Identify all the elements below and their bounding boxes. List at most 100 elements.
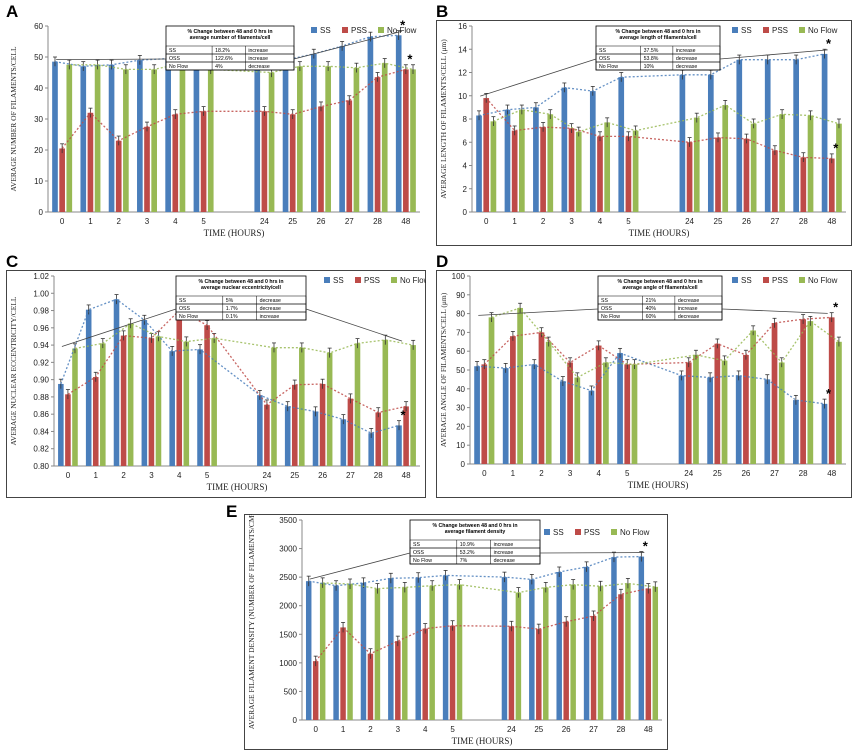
y-tick-label-d: 70 — [456, 328, 465, 337]
inset-cell-c: SS — [179, 298, 186, 304]
inset-cell-e: increase — [494, 542, 514, 548]
y-tick-label-a: 10 — [34, 177, 43, 186]
bar-a — [289, 114, 296, 212]
significance-star-d: * — [826, 386, 832, 401]
legend-label-e: No Flow — [620, 528, 650, 537]
trend-line-b — [485, 97, 832, 160]
x-tick-label-a: 48 — [401, 217, 410, 226]
chart-frame-d — [436, 270, 852, 498]
y-tick-label-a: 0 — [39, 208, 44, 217]
bar-a — [87, 112, 94, 212]
y-axis-label-e: AVERAGE FILAMENT DENSITY (NUMBER OF FILA… — [247, 514, 256, 729]
y-tick-label-a: 50 — [34, 53, 43, 62]
x-tick-label-a: 3 — [145, 217, 150, 226]
y-tick-label-b: 6 — [463, 138, 468, 147]
inset-cell-a: 18.2% — [215, 48, 230, 54]
bar-c — [382, 339, 389, 466]
y-tick-label-c: 0.96 — [33, 324, 49, 333]
bar-c — [127, 323, 134, 466]
bar-c — [85, 309, 92, 466]
inset-cell-e: No Flow — [413, 558, 432, 564]
inset-cell-a: SS — [169, 48, 176, 54]
bar-d — [707, 377, 713, 464]
bar-a — [367, 36, 374, 212]
y-tick-label-d: 50 — [456, 366, 465, 375]
x-tick-label-b: 27 — [770, 217, 779, 226]
legend-label-d: SS — [741, 276, 752, 285]
y-tick-label-c: 0.90 — [33, 376, 49, 385]
bar-c — [65, 394, 71, 466]
bar-a — [353, 67, 360, 212]
bar-a — [80, 66, 87, 212]
panel-label-c: C — [6, 252, 19, 271]
inset-cell-d: No Flow — [601, 314, 620, 320]
inset-cell-a: No Flow — [169, 64, 188, 70]
x-tick-label-e: 26 — [562, 725, 571, 734]
y-tick-label-c: 0.94 — [33, 341, 49, 350]
significance-star-b: * — [826, 36, 832, 51]
legend-swatch-b — [732, 27, 738, 33]
trend-line-b — [478, 53, 825, 117]
bar-d — [603, 362, 609, 464]
chart-c: 0.80 0.82 0.84 0.86 0.88 0.90 0.92 0.94 0.96 0.98… — [6, 270, 426, 498]
inset-cell-c: increase — [260, 314, 280, 320]
bar-b — [715, 137, 721, 212]
trend-line-a — [69, 62, 414, 74]
bar-b — [836, 123, 842, 212]
y-tick-label-d: 100 — [452, 272, 466, 281]
x-tick-label-d: 26 — [741, 469, 750, 478]
bar-d — [721, 360, 728, 464]
bar-a — [410, 69, 416, 213]
bar-d — [574, 377, 581, 464]
bar-b — [779, 114, 785, 212]
significance-star-d: * — [833, 299, 839, 314]
x-axis-label-a: TIME (HOURS) — [204, 228, 265, 238]
bar-a — [381, 63, 388, 213]
bar-b — [750, 123, 757, 212]
x-tick-label-c: 27 — [346, 471, 355, 480]
legend-swatch-c — [391, 277, 397, 283]
x-tick-label-b: 24 — [685, 217, 694, 226]
panel-label-a: A — [6, 2, 19, 21]
x-tick-label-b: 26 — [742, 217, 751, 226]
bar-a — [123, 69, 129, 213]
y-tick-label-e: 0 — [293, 716, 298, 725]
x-tick-label-c: 28 — [374, 471, 383, 480]
bar-a — [172, 114, 179, 212]
inset-title-d: % Change between 48 and 0 hrs in average … — [617, 279, 702, 291]
y-tick-label-d: 60 — [456, 347, 465, 356]
x-tick-label-b: 0 — [484, 217, 489, 226]
inset-cell-a: decrease — [248, 64, 269, 70]
inset-cell-c: decrease — [260, 306, 281, 312]
bar-a — [144, 126, 150, 212]
bar-a — [261, 111, 268, 212]
y-axis-label-c: AVERAGE NUCLEAR ECCENTRICITY/CELL — [9, 296, 18, 445]
inset-title-a: % Change between 48 and 0 hrs in average … — [187, 29, 272, 41]
inset-row-b — [595, 61, 721, 71]
bar-c — [312, 411, 319, 466]
legend-swatch-a — [311, 27, 317, 33]
inset-cell-b: No Flow — [599, 64, 618, 70]
bar-a — [94, 64, 101, 212]
inset-cell-d: 21% — [646, 298, 657, 304]
panel-label-d: D — [436, 252, 449, 271]
y-axis-label-b: AVERAGE LENGTH OF FILAMENTS/CELL (μm) — [439, 39, 448, 199]
bar-b — [597, 136, 603, 212]
bar-e — [367, 653, 374, 720]
y-tick-label-a: 20 — [34, 146, 43, 155]
legend-label-d: PSS — [772, 276, 788, 285]
chart-frame-c — [6, 270, 426, 498]
bar-b — [707, 74, 714, 212]
legend-label-a: No Flow — [387, 26, 417, 35]
bar-b — [800, 157, 807, 212]
panel-label-b: B — [436, 2, 449, 21]
inset-pointer-left-d — [478, 308, 599, 316]
x-tick-label-c: 24 — [262, 471, 271, 480]
inset-cell-e: 7% — [460, 558, 468, 564]
inset-table-e: % Change between 48 and 0 hrs in average … — [409, 519, 541, 565]
bar-c — [271, 347, 277, 466]
y-tick-label-b: 8 — [463, 115, 468, 124]
bar-e — [395, 641, 401, 720]
